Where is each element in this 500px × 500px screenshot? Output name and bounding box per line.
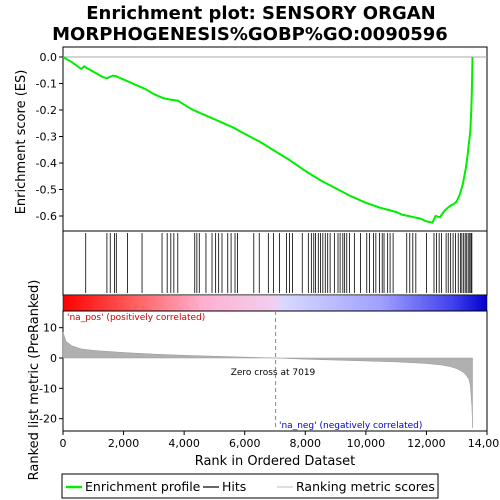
legend-label-metric: Ranking metric scores — [296, 479, 435, 494]
metric-panel: Zero cross at 7019 'na_pos' (positively … — [39, 310, 488, 432]
legend: Enrichment profile Hits Ranking metric s… — [61, 473, 439, 499]
metric-y-axis-label: Ranked list metric (PreRanked) — [27, 280, 42, 481]
na-pos-label: 'na_pos' (positively correlated) — [67, 313, 205, 323]
legend-label-enrichment: Enrichment profile — [85, 479, 201, 494]
colorbar-gradient — [62, 294, 488, 312]
ranking-metric-area — [62, 332, 473, 428]
na-neg-label: 'na_neg' (negatively correlated) — [279, 421, 422, 431]
ranking-colorbar — [62, 294, 488, 312]
metric-y-ticks: 10 0 -10 -20 — [39, 322, 63, 426]
x-tick-label: 6,000 — [229, 437, 261, 450]
x-tick-label: 4,000 — [168, 437, 200, 450]
hits-panel — [62, 230, 488, 296]
es-y-ticks: 0.0 -0.1 -0.2 -0.3 -0.4 -0.5 -0.6 — [36, 51, 63, 223]
x-tick-label: 10,000 — [347, 437, 386, 450]
es-y-tick-label: 0.0 — [40, 51, 58, 64]
es-y-tick-label: -0.6 — [36, 210, 57, 223]
metric-y-tick-label: -10 — [39, 382, 57, 395]
es-y-axis-label: Enrichment score (ES) — [14, 70, 29, 215]
metric-y-tick-label: 0 — [50, 352, 57, 365]
es-y-tick-label: -0.5 — [36, 184, 57, 197]
es-y-tick-label: -0.4 — [36, 157, 57, 170]
es-y-tick-label: -0.1 — [36, 78, 57, 91]
x-axis-ticks: 0 2,000 4,000 6,000 8,000 10,000 12,000 14,000 — [60, 431, 500, 450]
hit-marks — [85, 233, 473, 293]
x-axis-label: Rank in Ordered Dataset — [195, 454, 356, 469]
es-panel: 0.0 -0.1 -0.2 -0.3 -0.4 -0.5 -0.6 — [36, 46, 488, 232]
legend-box — [61, 473, 439, 499]
chart-title-line-2: MORPHOGENESIS%GOBP%GO:0090596 — [52, 24, 448, 45]
enrichment-profile-line — [62, 56, 474, 224]
x-tick-label: 2,000 — [108, 437, 140, 450]
metric-y-tick-label: 10 — [43, 322, 57, 335]
metric-plot-area — [62, 310, 488, 432]
x-tick-label: 8,000 — [290, 437, 322, 450]
x-tick-label: 14,000 — [468, 437, 500, 450]
legend-label-hits: Hits — [222, 479, 246, 494]
es-y-tick-label: -0.3 — [36, 131, 57, 144]
hits-plot-area — [62, 230, 488, 296]
zero-cross-label: Zero cross at 7019 — [231, 368, 316, 378]
chart-title-line-1: Enrichment plot: SENSORY ORGAN — [86, 3, 435, 24]
x-tick-label: 0 — [60, 437, 67, 450]
es-plot-area — [62, 46, 488, 232]
es-y-tick-label: -0.2 — [36, 104, 57, 117]
x-tick-label: 12,000 — [407, 437, 446, 450]
metric-y-tick-label: -20 — [39, 413, 57, 426]
